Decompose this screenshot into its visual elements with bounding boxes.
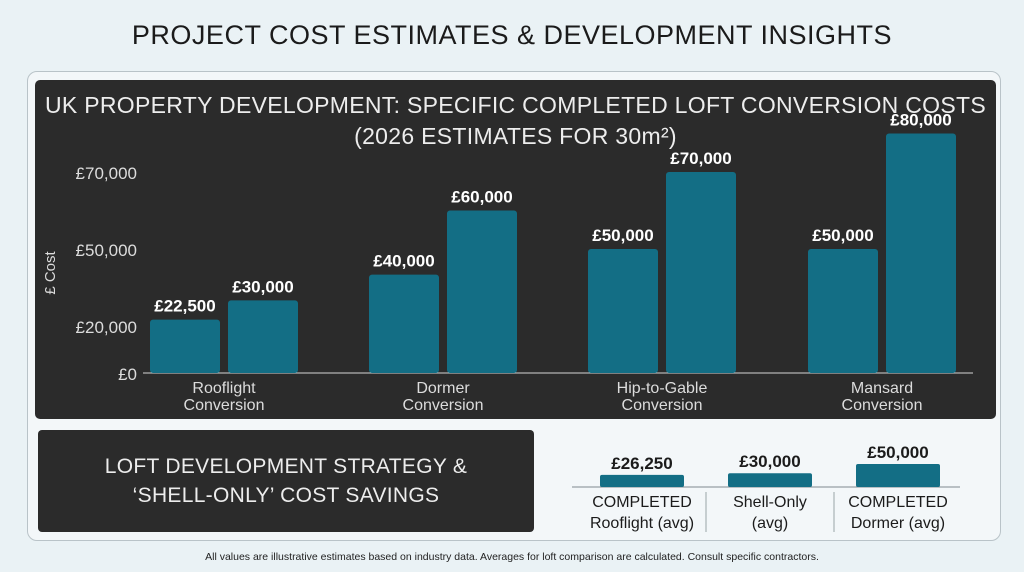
chart-title-line-2: (2026 ESTIMATES FOR 30m²): [354, 123, 677, 149]
bar-b-3: [666, 172, 736, 373]
chart-title-line-1: UK PROPERTY DEVELOPMENT: SPECIFIC COMPLE…: [45, 92, 986, 118]
comparison-value-label: £26,250: [611, 454, 672, 473]
x-tick-label: Conversion: [184, 397, 265, 414]
comparison-category-label: COMPLETED: [592, 494, 692, 511]
strategy-heading-line-2: ‘SHELL-ONLY’ COST SAVINGS: [132, 484, 440, 507]
footnote: All values are illustrative estimates ba…: [205, 551, 819, 563]
bar-value-label: £30,000: [232, 277, 293, 296]
x-tick-label: Dormer: [416, 380, 470, 397]
comparison-category-label: COMPLETED: [848, 494, 948, 511]
main-chart-panel: UK PROPERTY DEVELOPMENT: SPECIFIC COMPLE…: [35, 80, 996, 419]
main-bar-chart: £0 £20,000 £50,000 £70,000 £ Cost £22,500 £30,…: [42, 111, 973, 414]
bar-a-2: [369, 274, 439, 373]
bar-a-3: [588, 249, 658, 373]
x-tick-label: Hip-to-Gable: [617, 380, 708, 397]
bar-b-1: [228, 300, 298, 373]
y-tick-label: £70,000: [76, 164, 137, 183]
bar-value-label: £22,500: [154, 297, 215, 316]
bar-b-4: [886, 133, 956, 373]
comparison-value-label: £30,000: [739, 452, 800, 471]
bar-value-label: £50,000: [812, 226, 873, 245]
x-tick-label: Rooflight: [192, 380, 256, 397]
page-title: PROJECT COST ESTIMATES & DEVELOPMENT INS…: [131, 20, 893, 50]
x-tick-label: Conversion: [622, 397, 703, 414]
x-tick-label: Mansard: [851, 380, 913, 397]
y-tick-label: £20,000: [76, 318, 137, 337]
y-tick-label: £0: [118, 365, 137, 384]
bar-value-label: £40,000: [373, 252, 434, 271]
bar-value-label: £60,000: [451, 188, 512, 207]
bar-b-2: [447, 210, 517, 373]
comparison-category-label: Shell-Only: [733, 494, 807, 511]
y-axis-label: £ Cost: [42, 250, 59, 294]
strategy-panel: LOFT DEVELOPMENT STRATEGY & ‘SHELL-ONLY’…: [38, 430, 534, 532]
comparison-category-label: Dormer (avg): [851, 515, 945, 532]
bar-value-label: £50,000: [592, 226, 653, 245]
chart-title: UK PROPERTY DEVELOPMENT: SPECIFIC COMPLE…: [35, 90, 996, 152]
comparison-bar-3: [856, 464, 940, 487]
bar-a-1: [150, 319, 220, 373]
bar-value-label: £70,000: [670, 149, 731, 168]
strategy-heading-line-1: LOFT DEVELOPMENT STRATEGY &: [104, 455, 468, 478]
bar-a-4: [808, 249, 878, 373]
x-tick-label: Conversion: [403, 397, 484, 414]
comparison-bar-chart: £26,250 COMPLETED Rooflight (avg) £30,000 Sh…: [572, 443, 960, 532]
comparison-value-label: £50,000: [867, 443, 928, 462]
x-tick-label: Conversion: [842, 397, 923, 414]
bar-value-label: £80,000: [890, 111, 951, 130]
comparison-bar-2: [728, 473, 812, 487]
comparison-category-label: Rooflight (avg): [590, 515, 694, 532]
comparison-bar-1: [600, 474, 684, 487]
y-tick-label: £50,000: [76, 241, 137, 260]
strategy-heading: LOFT DEVELOPMENT STRATEGY & ‘SHELL-ONLY’…: [105, 452, 467, 510]
comparison-category-label: (avg): [752, 515, 788, 532]
